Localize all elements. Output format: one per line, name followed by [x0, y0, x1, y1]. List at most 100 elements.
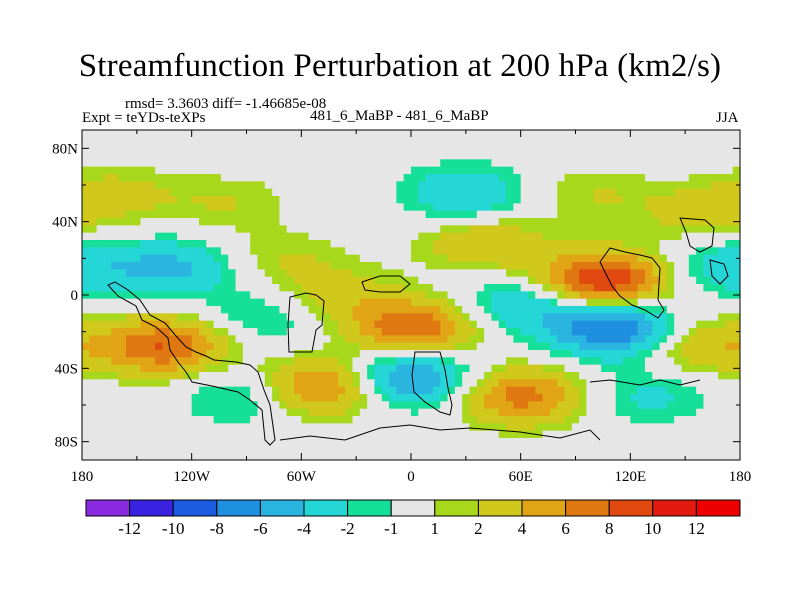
contour-cell [264, 152, 273, 160]
contour-cell [491, 335, 500, 344]
contour-cell [367, 166, 376, 175]
contour-cell [337, 452, 346, 460]
contour-cell [367, 130, 376, 138]
contour-cell [125, 196, 134, 204]
contour-cell [718, 174, 726, 182]
contour-cell [220, 247, 229, 256]
contour-cell [432, 181, 441, 190]
contour-cell [527, 357, 536, 366]
contour-cell [447, 298, 456, 307]
contour-cell [659, 225, 668, 234]
contour-cell [710, 130, 719, 138]
contour-cell [718, 137, 726, 146]
contour-cell [118, 452, 127, 460]
contour-cell [484, 284, 493, 292]
contour-cell [220, 159, 229, 168]
contour-cell [294, 144, 302, 153]
contour-cell [506, 159, 514, 168]
contour-cell [147, 364, 156, 373]
contour-cell [177, 306, 185, 314]
contour-cell [725, 372, 734, 380]
contour-cell [184, 225, 193, 234]
contour-cell [630, 188, 639, 197]
contour-cell [484, 232, 493, 241]
contour-cell [696, 394, 705, 402]
contour-cell [586, 313, 595, 322]
contour-cell [396, 210, 405, 219]
contour-cell [403, 218, 412, 226]
contour-cell [133, 225, 142, 234]
contour-cell [696, 430, 705, 439]
contour-cell [235, 445, 244, 454]
contour-cell [169, 350, 178, 358]
contour-cell [491, 144, 500, 153]
contour-cell [323, 232, 332, 241]
contour-cell [623, 364, 631, 373]
contour-cell [732, 225, 740, 234]
contour-cell [169, 291, 178, 300]
contour-cell [250, 262, 259, 270]
contour-cell [389, 188, 397, 197]
contour-cell [527, 284, 536, 292]
contour-cell [432, 452, 441, 460]
contour-cell [140, 137, 149, 146]
contour-cell [637, 284, 646, 292]
contour-cell [294, 379, 302, 388]
contour-cell [279, 181, 288, 190]
contour-cell [411, 401, 419, 410]
contour-cell [506, 438, 514, 446]
contour-cell [652, 372, 661, 380]
contour-cell [191, 452, 200, 460]
contour-cell [315, 335, 324, 344]
contour-cell [155, 284, 164, 292]
contour-cell [198, 430, 207, 439]
contour-cell [608, 254, 617, 263]
contour-cell [542, 137, 551, 146]
contour-cell [133, 188, 142, 197]
contour-cell [389, 166, 397, 175]
contour-cell [527, 328, 536, 336]
contour-cell [82, 225, 90, 234]
contour-cell [535, 386, 544, 395]
contour-cell [147, 445, 156, 454]
contour-cell [264, 328, 273, 336]
contour-cell [155, 262, 164, 270]
contour-cell [462, 232, 471, 241]
contour-cell [279, 218, 288, 226]
contour-cell [89, 159, 98, 168]
contour-cell [542, 416, 551, 424]
contour-cell [257, 291, 266, 300]
contour-cell [593, 276, 602, 285]
contour-cell [184, 291, 193, 300]
contour-cell [418, 262, 427, 270]
contour-cell [593, 188, 602, 197]
contour-cell [133, 159, 142, 168]
contour-cell [89, 364, 98, 373]
contour-cell [250, 452, 259, 460]
contour-cell [674, 130, 683, 138]
contour-cell [198, 152, 207, 160]
contour-cell [557, 386, 566, 395]
contour-cell [345, 357, 354, 366]
contour-cell [615, 144, 624, 153]
contour-cell [147, 342, 156, 351]
contour-cell [469, 232, 478, 241]
contour-cell [637, 210, 646, 219]
contour-cell [513, 306, 522, 314]
contour-cell [586, 130, 595, 138]
contour-cell [601, 181, 609, 190]
contour-cell [235, 188, 244, 197]
contour-cell [674, 166, 683, 175]
contour-cell [637, 203, 646, 212]
contour-cell [659, 320, 668, 329]
contour-cell [652, 357, 661, 366]
contour-cell [593, 225, 602, 234]
contour-cell [294, 262, 302, 270]
contour-cell [579, 379, 588, 388]
contour-cell [403, 284, 412, 292]
contour-cell [652, 445, 661, 454]
contour-cell [177, 225, 185, 234]
contour-cell [579, 152, 588, 160]
contour-cell [681, 445, 690, 454]
contour-cell [674, 210, 683, 219]
